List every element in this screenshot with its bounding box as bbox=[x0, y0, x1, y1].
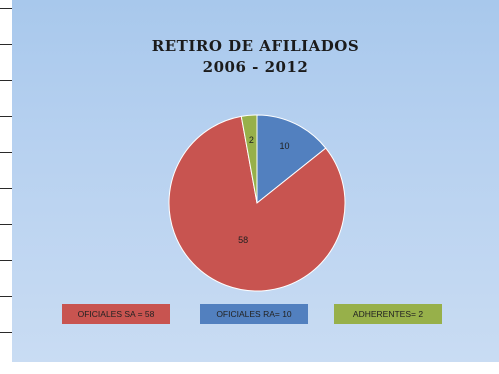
gridline bbox=[0, 224, 12, 225]
gridline bbox=[0, 260, 12, 261]
pie-slice-oficiales-ra bbox=[256, 114, 327, 205]
chart-title-block: RETIRO DE AFILIADOS 2006 - 2012 bbox=[12, 36, 499, 78]
pie-slice-oficiales-sa bbox=[168, 115, 346, 292]
chart-panel: RETIRO DE AFILIADOS 2006 - 2012 10 58 2 OF… bbox=[12, 0, 499, 362]
legend-item-oficiales-ra: OFICIALES RA= 10 bbox=[200, 304, 308, 324]
gridline bbox=[0, 296, 12, 297]
gridline bbox=[0, 188, 12, 189]
gridline bbox=[0, 80, 12, 81]
gridline bbox=[0, 152, 12, 153]
pie-data-label: 2 bbox=[249, 135, 254, 145]
gridline bbox=[0, 8, 12, 9]
gridline bbox=[0, 116, 12, 117]
chart-title: RETIRO DE AFILIADOS bbox=[151, 37, 360, 55]
pie-chart: 10 58 2 bbox=[168, 114, 346, 292]
gridline bbox=[0, 44, 12, 45]
pie-data-label: 58 bbox=[238, 235, 248, 245]
pie-slice-adherentes bbox=[240, 114, 258, 204]
pie-data-label: 10 bbox=[279, 141, 289, 151]
legend-item-oficiales-sa: OFICIALES SA = 58 bbox=[62, 304, 170, 324]
gridline bbox=[0, 332, 12, 333]
legend-item-adherentes: ADHERENTES= 2 bbox=[334, 304, 442, 324]
chart-subtitle: 2006 - 2012 bbox=[202, 58, 309, 76]
